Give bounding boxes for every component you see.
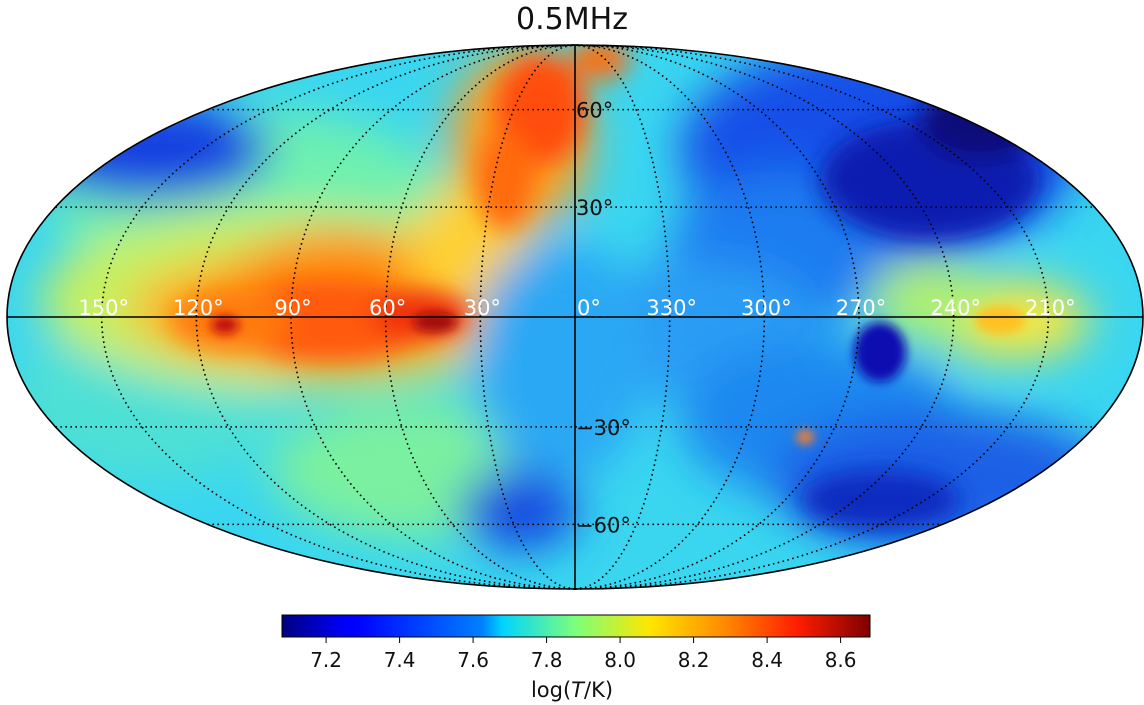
colorbar-tick-label: 8.2 xyxy=(678,648,710,672)
longitude-label: 240° xyxy=(930,296,981,320)
longitude-label: 270° xyxy=(836,296,887,320)
colorbar-tick-label: 7.2 xyxy=(310,648,342,672)
map-title: 0.5MHz xyxy=(516,2,628,37)
longitude-label: 0° xyxy=(577,296,601,320)
longitude-labels: 150° 120° 90° 60° 30° 0° 330° 300° 270° 240° 210° xyxy=(78,296,1075,320)
colorbar-tick-label: 7.8 xyxy=(531,648,563,672)
longitude-label: 30° xyxy=(464,296,501,320)
colorbar-tick-label: 8.6 xyxy=(825,648,857,672)
colorbar-tick-label: 8.4 xyxy=(751,648,783,672)
latitude-label: 60° xyxy=(576,99,613,123)
latitude-label: −60° xyxy=(576,513,631,537)
colorbar-tick-label: 7.4 xyxy=(384,648,416,672)
latitude-label: 30° xyxy=(576,196,613,220)
longitude-label: 90° xyxy=(274,296,311,320)
colorbar-label: log(T/K) xyxy=(530,678,614,702)
latitude-labels: 60° 30° −30° −60° xyxy=(576,99,631,538)
longitude-label: 300° xyxy=(741,296,792,320)
longitude-label: 120° xyxy=(173,296,224,320)
longitude-label: 60° xyxy=(369,296,406,320)
meridian-line xyxy=(574,44,955,590)
longitude-label: 150° xyxy=(78,296,129,320)
meridian-line xyxy=(195,44,576,590)
colorbar-tick-label: 7.6 xyxy=(457,648,489,672)
colorbar-gradient xyxy=(281,614,871,638)
longitude-label: 210° xyxy=(1025,296,1076,320)
colorbar-tick-label: 8.0 xyxy=(604,648,636,672)
colorbar-ticks: 7.2 7.4 7.6 7.8 8.0 8.2 8.4 8.6 xyxy=(310,637,857,672)
latitude-label: −30° xyxy=(576,416,631,440)
longitude-label: 330° xyxy=(646,296,697,320)
